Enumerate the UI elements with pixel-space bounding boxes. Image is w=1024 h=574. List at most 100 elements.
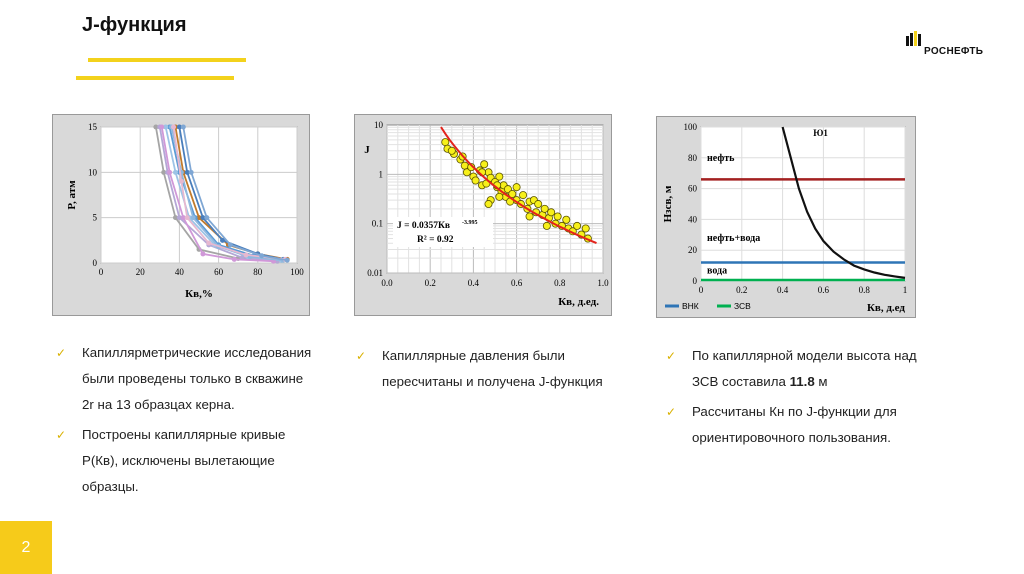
bullet-item: ✓ Построены капиллярные кривые P(Кв), иск…: [56, 422, 316, 500]
data-point: [190, 215, 196, 221]
data-point: [562, 215, 571, 224]
bullets-col3: ✓ По капиллярной модели высота над ЗСВ со…: [666, 343, 936, 455]
y-tick-label: 0: [693, 276, 698, 286]
bullets-col1: ✓ Капиллярметрические исследования были п…: [56, 340, 316, 504]
x-tick-label: 0.2: [425, 278, 436, 288]
x-tick-label: 0.2: [736, 285, 747, 295]
data-point: [163, 124, 169, 130]
bullet-text: Капиллярные давления были пересчитаны и …: [382, 348, 603, 389]
unit-text: м: [814, 374, 828, 389]
x-tick-label: 0.0: [381, 278, 393, 288]
bullet-item: ✓ Капиллярные давления были пересчитаны и…: [356, 343, 606, 395]
check-icon: ✓: [56, 346, 67, 360]
equation-box: [393, 217, 493, 247]
y-tick-label: 0: [93, 258, 98, 268]
data-point: [159, 124, 165, 130]
data-point: [553, 212, 562, 221]
plot-area: [700, 126, 906, 282]
data-point: [508, 189, 517, 198]
data-point: [542, 221, 551, 230]
y-axis-title: P, атм: [66, 180, 78, 210]
data-point: [188, 169, 194, 175]
chart-capillary-pressure: 0 20 40 60 80 100 15 10 5 0 Кв,% P, атм: [52, 114, 310, 316]
x-tick-label: 80: [253, 267, 262, 277]
data-point: [243, 252, 249, 258]
zone-label-water: вода: [707, 265, 727, 276]
data-point: [467, 163, 476, 172]
bullet-text: По капиллярной модели высота над ЗСВ сос…: [692, 348, 917, 389]
y-tick-label: 100: [684, 122, 698, 132]
x-tick-label: 0.6: [818, 285, 830, 295]
data-point: [495, 192, 504, 201]
data-point: [480, 160, 489, 169]
x-tick-label: 20: [136, 267, 146, 277]
bullets-col2: ✓ Капиллярные давления были пересчитаны и…: [356, 343, 606, 399]
data-point: [200, 251, 206, 257]
curve-label: Ю1: [813, 128, 828, 138]
chart-height-model-svg: 0 0.2 0.4 0.6 0.8 1 100 80 60 40 20 0 Ю1 нефть нефть+в…: [662, 122, 908, 314]
y-axis-title: Нзсв, м: [662, 185, 674, 222]
data-point: [284, 257, 290, 263]
data-point: [581, 224, 590, 233]
series-line: [160, 126, 274, 263]
equation-text: J = 0.0357Кв: [397, 221, 450, 231]
x-tick-label: 100: [290, 267, 304, 277]
logo-emblem-icon: [906, 31, 921, 46]
x-axis-title: Кв, д.ед.: [558, 296, 599, 308]
data-point: [206, 240, 212, 246]
data-point: [525, 212, 534, 221]
trend-line: [440, 126, 597, 245]
data-point: [534, 200, 543, 209]
data-point: [547, 208, 556, 217]
data-point: [176, 124, 182, 130]
check-icon: ✓: [666, 405, 677, 419]
data-point: [196, 215, 202, 221]
chart-height-model: 0 0.2 0.4 0.6 0.8 1 100 80 60 40 20 0 Ю1 нефть нефть+в…: [656, 116, 916, 318]
y-tick-label: 80: [688, 153, 698, 163]
y-tick-label: 20: [688, 245, 698, 255]
equation-exponent: -3.995: [462, 220, 478, 226]
data-point: [167, 169, 173, 175]
title-underline-top: [88, 58, 246, 62]
data-point: [180, 215, 186, 221]
y-tick-label: 10: [374, 120, 384, 130]
y-tick-label: 40: [688, 214, 698, 224]
r-squared-text: R² = 0.92: [417, 235, 454, 245]
data-point: [153, 124, 159, 130]
series-line: [182, 126, 288, 262]
data-point: [519, 191, 528, 200]
x-tick-label: 1: [903, 285, 908, 295]
x-axis-title: Кв,%: [185, 288, 213, 300]
page-title: J-функция: [82, 14, 187, 36]
y-tick-label: 0.01: [367, 268, 383, 278]
legend-label: ВНК: [682, 301, 699, 311]
data-point: [172, 169, 178, 175]
x-tick-label: 40: [175, 267, 185, 277]
bullet-item: ✓ Рассчитаны Кн по J-функции для ориентир…: [666, 399, 936, 451]
page-number: 2: [0, 521, 52, 574]
height-value: 11.8: [789, 374, 815, 389]
chart-j-function: 0.0 0.2 0.4 0.6 0.8 1.0 10 1 0.1 0.01 J = 0.0357Кв…: [354, 114, 612, 316]
legend-label: ЗСВ: [734, 301, 751, 311]
x-tick-label: 0.4: [468, 278, 480, 288]
data-point: [460, 161, 469, 170]
data-point: [441, 138, 450, 147]
data-point: [495, 172, 504, 181]
chart-capillary-pressure-svg: 0 20 40 60 80 100 15 10 5 0 Кв,% P, атм: [66, 122, 304, 300]
bullet-text: Построены капиллярные кривые P(Кв), искл…: [82, 427, 286, 494]
bullet-item: ✓ Капиллярметрические исследования были п…: [56, 340, 316, 418]
y-tick-label: 60: [688, 184, 698, 194]
data-point: [172, 215, 178, 221]
y-tick-label: 0.1: [372, 219, 383, 229]
y-tick-label: 10: [88, 167, 98, 177]
company-logo: РОСНЕФТЬ: [904, 28, 996, 62]
zone-label-oil: нефть: [707, 153, 735, 164]
x-axis-title: Кв, д.ед: [867, 302, 905, 314]
series-line: [155, 126, 278, 263]
data-point: [540, 204, 549, 213]
y-axis-title: J: [364, 144, 370, 156]
data-point: [171, 124, 177, 130]
data-point: [573, 221, 582, 230]
data-point: [462, 168, 471, 177]
curve-line: [781, 126, 906, 279]
